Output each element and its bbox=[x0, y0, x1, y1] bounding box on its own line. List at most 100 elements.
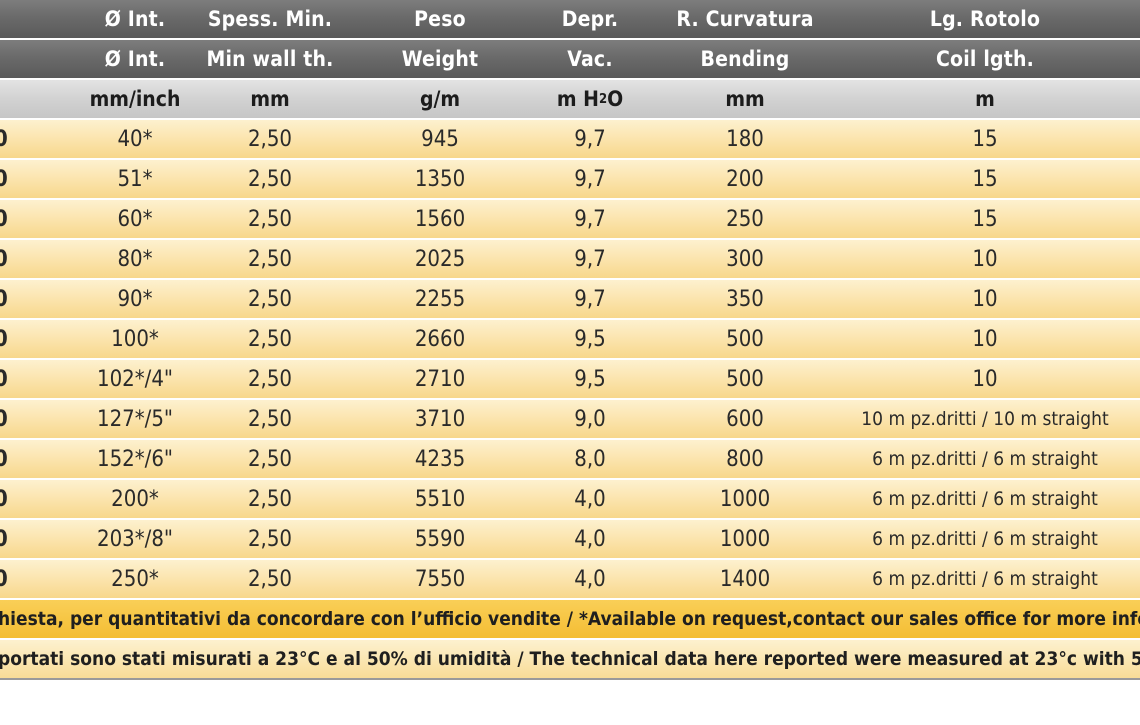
cell-vacuum: 9,5 bbox=[574, 326, 606, 352]
cell-diameter: 90* bbox=[117, 286, 153, 312]
cell-vacuum: 4,0 bbox=[574, 526, 606, 552]
cell-diameter: 152*/6" bbox=[96, 446, 174, 472]
cell-weight: 2660 bbox=[414, 326, 466, 352]
cell-wall: 2,50 bbox=[247, 286, 293, 312]
note-availability-row: hiesta, per quantitativi da concordare c… bbox=[0, 600, 1140, 640]
note-technical: portati sono stati misurati a 23°C e al … bbox=[0, 648, 1140, 670]
cell-diameter: 200* bbox=[111, 486, 159, 512]
unit-vacuum-post: O bbox=[607, 87, 624, 111]
cell-bending: 1000 bbox=[719, 526, 771, 552]
row-edge-fragment: 0 bbox=[0, 566, 8, 592]
cell-coil: 10 bbox=[972, 326, 998, 352]
header-en-vacuum: Vac. bbox=[567, 47, 613, 71]
unit-wall: mm bbox=[250, 87, 290, 111]
table-row: 0 152*/6" 2,50 4235 8,0 800 6 m pz.dritti / 6 … bbox=[0, 440, 1140, 480]
cell-coil: 10 bbox=[972, 286, 998, 312]
cell-weight: 2710 bbox=[414, 366, 466, 392]
row-edge-fragment: 0 bbox=[0, 446, 8, 472]
cell-wall: 2,50 bbox=[247, 126, 293, 152]
cell-diameter: 60* bbox=[117, 206, 153, 232]
header-it-coil: Lg. Rotolo bbox=[929, 7, 1041, 31]
row-edge-fragment: 0 bbox=[0, 126, 8, 152]
cell-coil: 15 bbox=[972, 206, 998, 232]
table-row: 0 203*/8" 2,50 5590 4,0 1000 6 m pz.dritti / 6… bbox=[0, 520, 1140, 560]
cell-vacuum: 8,0 bbox=[574, 446, 606, 472]
cell-wall: 2,50 bbox=[247, 406, 293, 432]
cell-coil: 10 bbox=[972, 366, 998, 392]
header-en-weight: Weight bbox=[401, 47, 479, 71]
table-row: 0 60* 2,50 1560 9,7 250 15 bbox=[0, 200, 1140, 240]
cell-weight: 7550 bbox=[414, 566, 466, 592]
cell-bending: 200 bbox=[726, 166, 764, 192]
row-edge-fragment: 0 bbox=[0, 326, 8, 352]
cell-weight: 5510 bbox=[414, 486, 466, 512]
header-en-bending: Bending bbox=[700, 47, 790, 71]
cell-wall: 2,50 bbox=[247, 246, 293, 272]
cell-wall: 2,50 bbox=[247, 566, 293, 592]
header-en-diameter: Ø Int. bbox=[104, 47, 166, 71]
cell-bending: 500 bbox=[726, 366, 764, 392]
table-row: 0 200* 2,50 5510 4,0 1000 6 m pz.dritti / 6 m … bbox=[0, 480, 1140, 520]
cell-wall: 2,50 bbox=[247, 486, 293, 512]
cell-diameter: 203*/8" bbox=[96, 526, 174, 552]
row-edge-fragment: 0 bbox=[0, 286, 8, 312]
cell-diameter: 40* bbox=[117, 126, 153, 152]
cell-coil: 6 m pz.dritti / 6 m straight bbox=[872, 528, 1098, 550]
cell-bending: 1400 bbox=[719, 566, 771, 592]
note-availability: hiesta, per quantitativi da concordare c… bbox=[0, 608, 1140, 630]
cell-wall: 2,50 bbox=[247, 526, 293, 552]
cell-bending: 350 bbox=[726, 286, 764, 312]
cell-wall: 2,50 bbox=[247, 206, 293, 232]
cell-vacuum: 4,0 bbox=[574, 486, 606, 512]
cell-coil: 6 m pz.dritti / 6 m straight bbox=[872, 448, 1098, 470]
header-row-italian: Ø Int. Spess. Min. Peso Depr. R. Curvatu… bbox=[0, 0, 1140, 40]
unit-bending: mm bbox=[725, 87, 765, 111]
cell-diameter: 250* bbox=[111, 566, 159, 592]
cell-weight: 1560 bbox=[414, 206, 466, 232]
header-it-vacuum: Depr. bbox=[561, 7, 619, 31]
cell-weight: 945 bbox=[421, 126, 459, 152]
cell-vacuum: 9,5 bbox=[574, 366, 606, 392]
header-row-english: Ø Int. Min wall th. Weight Vac. Bending … bbox=[0, 40, 1140, 80]
cell-vacuum: 9,7 bbox=[574, 206, 606, 232]
cell-weight: 1350 bbox=[414, 166, 466, 192]
cell-diameter: 51* bbox=[117, 166, 153, 192]
cell-bending: 300 bbox=[726, 246, 764, 272]
cell-weight: 4235 bbox=[414, 446, 466, 472]
cell-vacuum: 4,0 bbox=[574, 566, 606, 592]
cell-wall: 2,50 bbox=[247, 166, 293, 192]
cell-coil: 15 bbox=[972, 126, 998, 152]
row-edge-fragment: 0 bbox=[0, 246, 8, 272]
cell-coil: 15 bbox=[972, 166, 998, 192]
cell-coil: 6 m pz.dritti / 6 m straight bbox=[872, 488, 1098, 510]
unit-coil: m bbox=[975, 87, 995, 111]
row-edge-fragment: 0 bbox=[0, 406, 8, 432]
table-row: 0 100* 2,50 2660 9,5 500 10 bbox=[0, 320, 1140, 360]
header-it-bending: R. Curvatura bbox=[676, 7, 814, 31]
cell-wall: 2,50 bbox=[247, 326, 293, 352]
cell-vacuum: 9,7 bbox=[574, 126, 606, 152]
note-technical-row: portati sono stati misurati a 23°C e al … bbox=[0, 640, 1140, 680]
table-row: 0 127*/5" 2,50 3710 9,0 600 10 m pz.dritti / 1… bbox=[0, 400, 1140, 440]
cell-wall: 2,50 bbox=[247, 446, 293, 472]
cell-vacuum: 9,0 bbox=[574, 406, 606, 432]
unit-vacuum-pre: m H bbox=[556, 87, 599, 111]
table-row: 0 80* 2,50 2025 9,7 300 10 bbox=[0, 240, 1140, 280]
cell-diameter: 127*/5" bbox=[96, 406, 174, 432]
cell-weight: 2255 bbox=[414, 286, 466, 312]
cell-bending: 800 bbox=[726, 446, 764, 472]
cell-weight: 2025 bbox=[414, 246, 466, 272]
unit-weight: g/m bbox=[419, 87, 461, 111]
header-it-wall: Spess. Min. bbox=[207, 7, 333, 31]
row-edge-fragment: 0 bbox=[0, 486, 8, 512]
row-edge-fragment: 0 bbox=[0, 166, 8, 192]
cell-weight: 3710 bbox=[414, 406, 466, 432]
cell-weight: 5590 bbox=[414, 526, 466, 552]
unit-diameter: mm/inch bbox=[89, 87, 181, 111]
cell-bending: 600 bbox=[726, 406, 764, 432]
table-row: 0 51* 2,50 1350 9,7 200 15 bbox=[0, 160, 1140, 200]
cell-coil: 6 m pz.dritti / 6 m straight bbox=[872, 568, 1098, 590]
table-row: 0 102*/4" 2,50 2710 9,5 500 10 bbox=[0, 360, 1140, 400]
